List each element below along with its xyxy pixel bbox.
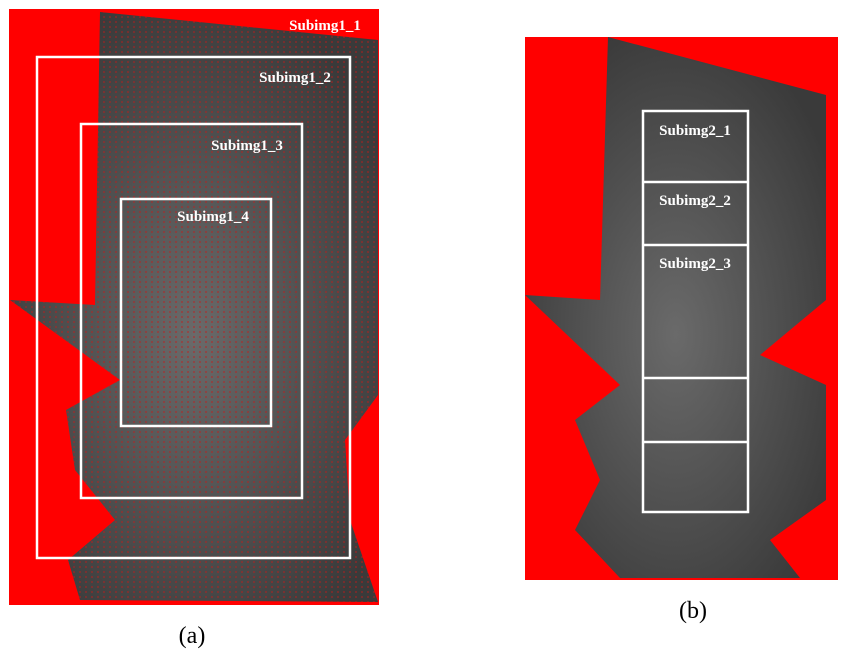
panel-b: Subimg2_1 Subimg2_2 Subimg2_3 (b) (525, 37, 838, 624)
subimage-label: Subimg1_4 (177, 209, 249, 225)
subimage-label: Subimg1_3 (211, 138, 283, 154)
subimage-label: Subimg2_2 (659, 193, 731, 209)
caption: (a) (179, 623, 206, 649)
panel-a: Subimg1_1 Subimg1_2 Subimg1_3 Subimg1_4 … (9, 9, 379, 649)
subimage-label: Subimg2_1 (659, 123, 731, 139)
subimage-label: Subimg1_2 (259, 70, 331, 86)
caption: (b) (679, 598, 707, 624)
subimage-label: Subimg2_3 (659, 256, 731, 272)
figure: Subimg1_1 Subimg1_2 Subimg1_3 Subimg1_4 … (0, 0, 852, 650)
subimage-label: Subimg1_1 (289, 18, 361, 34)
